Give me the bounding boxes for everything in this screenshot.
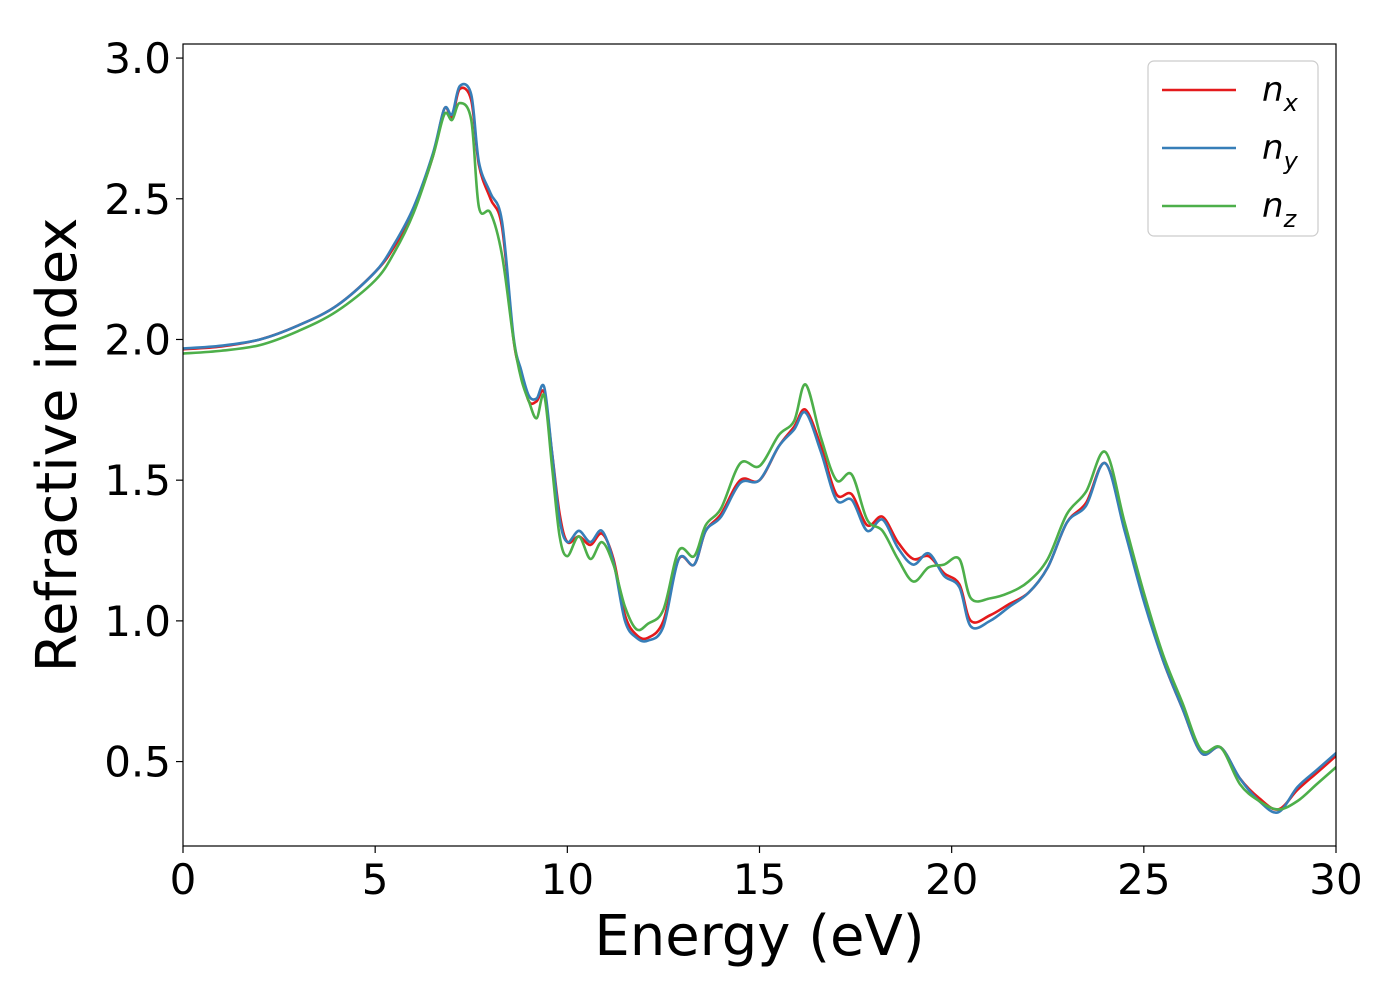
x-tick-label: 25 <box>1117 855 1170 904</box>
legend-label-sub: z <box>1283 205 1298 233</box>
legend-label-x: nx <box>1262 70 1299 117</box>
legend-label-sub: y <box>1283 147 1299 175</box>
legend-label-main: n <box>1262 186 1284 226</box>
y-tick-label: 1.5 <box>104 456 171 505</box>
series-line-z <box>183 101 1336 811</box>
x-tick-label: 5 <box>362 855 389 904</box>
legend-label-main: n <box>1262 70 1284 110</box>
legend-label-z: nz <box>1262 186 1298 233</box>
x-tick-label: 30 <box>1309 855 1362 904</box>
x-tick-label: 20 <box>925 855 978 904</box>
y-tick-label: 1.0 <box>104 597 171 646</box>
y-tick-label: 2.5 <box>104 175 171 224</box>
legend-label-y: ny <box>1262 128 1299 175</box>
series-layer <box>183 82 1336 814</box>
legend-label-main: n <box>1262 128 1284 168</box>
y-tick-label: 2.0 <box>104 315 171 364</box>
x-axis-ticks: 0 5 10 15 20 25 30 <box>170 846 1363 904</box>
legend-label-sub: x <box>1283 89 1299 117</box>
y-tick-label: 3.0 <box>104 34 171 83</box>
x-tick-label: 15 <box>733 855 786 904</box>
y-axis-label: Refractive index <box>25 218 90 673</box>
y-axis-ticks: 0.5 1.0 1.5 2.0 2.5 3.0 <box>104 34 183 787</box>
x-tick-label: 0 <box>170 855 197 904</box>
series-line-y <box>183 82 1336 814</box>
x-tick-label: 10 <box>541 855 594 904</box>
y-tick-label: 0.5 <box>104 738 171 787</box>
x-axis-label: Energy (eV) <box>594 904 924 969</box>
